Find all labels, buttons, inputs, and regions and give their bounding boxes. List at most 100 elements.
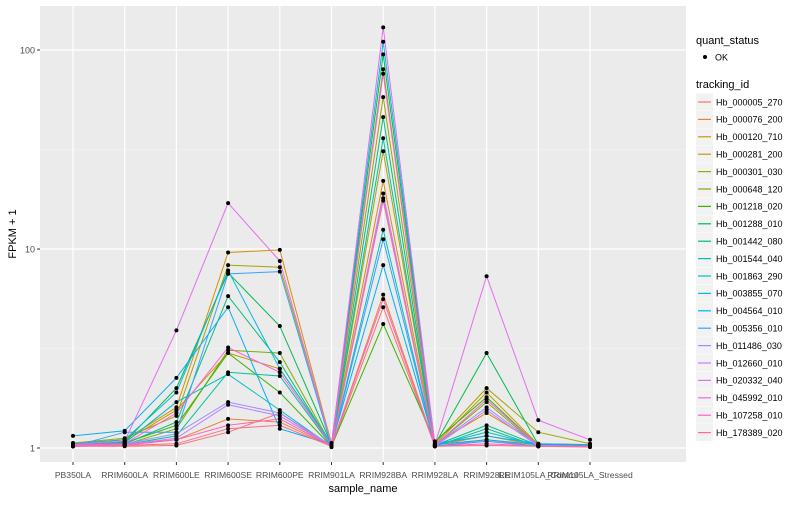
legend-item-label: Hb_005356_010 — [716, 324, 783, 334]
data-point — [174, 405, 179, 410]
data-point — [174, 441, 179, 446]
legend-item-label: Hb_001544_040 — [716, 254, 783, 264]
data-point — [277, 269, 282, 274]
data-point — [226, 430, 231, 435]
data-point — [432, 444, 437, 449]
shape-legend-label: OK — [715, 53, 728, 63]
grid-lines — [40, 6, 686, 462]
legend-item-label: Hb_011486_030 — [716, 341, 782, 351]
data-point — [174, 420, 179, 425]
data-point — [226, 268, 231, 273]
data-point — [122, 443, 127, 448]
data-point — [484, 430, 489, 435]
data-point — [588, 437, 592, 442]
data-point — [174, 400, 179, 405]
legend-item-label: Hb_000301_030 — [716, 167, 783, 177]
data-point — [536, 430, 541, 435]
data-point — [277, 410, 282, 415]
data-point — [381, 71, 386, 76]
legend-item-label: Hb_001288_010 — [716, 219, 783, 229]
y-tick-label: 10 — [25, 245, 35, 255]
x-tick-label: RRIM105LA_Stressed — [547, 470, 633, 480]
data-point — [174, 437, 179, 442]
data-point — [484, 351, 489, 356]
x-tick-label: RRIM600LE — [153, 470, 200, 480]
legend-item-label: Hb_178389_020 — [716, 428, 783, 438]
data-point — [174, 375, 179, 380]
data-point — [381, 292, 386, 297]
data-point — [226, 351, 231, 356]
data-point — [174, 413, 179, 418]
data-point — [226, 201, 231, 206]
data-point — [174, 386, 179, 391]
legend-item-label: Hb_000281_200 — [716, 150, 783, 160]
data-point — [484, 274, 489, 279]
data-point — [277, 324, 282, 329]
data-point — [381, 52, 386, 57]
data-point — [381, 25, 386, 30]
data-point — [484, 408, 489, 413]
data-point — [226, 372, 231, 377]
y-tick-label: 1 — [30, 444, 35, 454]
data-point — [484, 397, 489, 402]
data-point — [226, 348, 231, 353]
legend-item-label: Hb_000076_200 — [716, 115, 783, 125]
data-point — [277, 416, 282, 421]
data-point — [381, 198, 386, 203]
data-point — [329, 444, 334, 449]
legend-item-label: Hb_001218_020 — [716, 202, 783, 212]
legend-item-label: Hb_107258_010 — [716, 411, 783, 421]
x-tick-label: RRIM600SE — [204, 470, 252, 480]
legend-item-label: Hb_001863_290 — [716, 271, 783, 281]
data-point — [484, 426, 489, 431]
data-point — [277, 259, 282, 264]
data-point — [381, 263, 386, 268]
data-point — [277, 426, 282, 431]
data-point — [174, 408, 179, 413]
data-point — [174, 390, 179, 395]
shape-legend-key — [703, 55, 707, 59]
legend-item-label: Hb_045992_010 — [716, 393, 783, 403]
data-point — [381, 136, 386, 141]
legend-item-label: Hb_001442_080 — [716, 237, 783, 247]
data-point — [71, 444, 75, 449]
data-point — [226, 263, 231, 268]
data-point — [226, 305, 231, 310]
data-point — [484, 386, 489, 391]
data-point — [226, 423, 231, 428]
y-tick-label: 100 — [20, 46, 35, 56]
data-point — [381, 305, 386, 310]
data-point — [277, 247, 282, 252]
data-point — [174, 410, 179, 415]
data-point — [226, 345, 231, 350]
legend-item-label: Hb_012660_010 — [716, 358, 783, 368]
data-point — [381, 95, 386, 100]
data-point — [277, 360, 282, 365]
x-tick-label: RRIM600PE — [256, 470, 304, 480]
color-legend-title: tracking_id — [696, 79, 749, 91]
data-point — [277, 351, 282, 356]
shape-legend-title: quant_status — [696, 35, 759, 47]
x-tick-label: RRIM928LA — [411, 470, 458, 480]
data-point — [174, 426, 179, 431]
data-point — [381, 191, 386, 196]
x-tick-label: RRIM901LA — [308, 470, 355, 480]
data-point — [226, 271, 231, 276]
data-point — [381, 321, 386, 326]
data-point — [381, 39, 386, 44]
data-point — [381, 178, 386, 183]
data-point — [174, 328, 179, 333]
data-point — [277, 420, 282, 425]
data-point — [381, 115, 386, 120]
x-tick-label: RRIM928BA — [359, 470, 407, 480]
axes: 1 10 100 PB350LA RRIM600LA RRIM600LE RRIM600SE… — [20, 46, 633, 481]
data-point — [381, 149, 386, 154]
data-point — [226, 426, 231, 431]
data-point — [588, 445, 592, 450]
legend-item-label: Hb_003855_070 — [716, 289, 783, 299]
legend-item-label: Hb_000648_120 — [716, 184, 783, 194]
legend-item-label: Hb_000120_710 — [716, 132, 783, 142]
data-point — [536, 444, 541, 449]
data-point — [226, 416, 231, 421]
